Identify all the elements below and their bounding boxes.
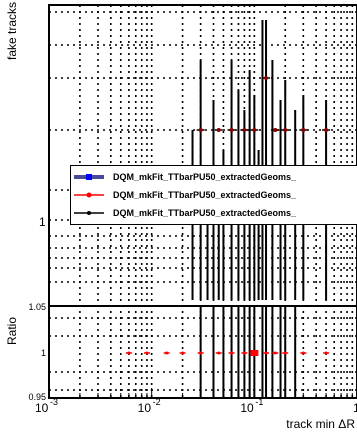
ratio-point [217,351,221,355]
y-tick-label: 1 [41,348,46,358]
legend-label: DQM_mkFit_TTbarPU50_extractedGeoms_ [113,190,297,200]
bottom-y-axis-label: Ratio [5,316,19,345]
ratio-point [301,351,305,355]
ratio-point [324,351,328,355]
y-tick-label: 1.05 [28,302,46,312]
ratio-point [127,351,131,355]
x-tick-exponent: -3 [50,397,58,407]
legend-swatch-red [71,188,107,202]
data-point [301,128,306,132]
ratio-point [273,351,277,355]
x-tick-exponent: -1 [255,397,263,407]
top-panel-frame [48,4,357,307]
x-tick-label: 10 [35,401,49,415]
data-point [324,128,329,132]
ratio-point [145,351,149,355]
ratio-point [230,351,234,355]
legend-swatch-blue [71,170,107,184]
bottom-panel-frame [48,305,357,399]
ratio-point-highlight [250,350,259,356]
legend-label: DQM_mkFit_TTbarPU50_extractedGeoms_ [113,172,297,182]
data-point [198,128,203,132]
x-tick-exponent: -2 [153,397,161,407]
y-tick-label: 0.95 [28,392,46,402]
ratio-point [264,351,268,355]
y-tick-label: 1 [39,215,46,229]
legend-swatch-black [71,206,107,220]
top-y-axis-label: fake tracks [5,1,19,60]
data-point [242,128,247,132]
x-axis-label: track min ΔR [286,417,355,431]
data-point [216,128,221,132]
legend-entry: DQM_mkFit_TTbarPU50_extractedGeoms_ [71,205,296,221]
legend: DQM_mkFit_TTbarPU50_extractedGeoms_ DQM_… [70,165,357,225]
data-point [283,128,288,132]
legend-label: DQM_mkFit_TTbarPU50_extractedGeoms_ [113,208,297,218]
data-point [252,128,257,132]
ratio-point [242,351,246,355]
legend-entry: DQM_mkFit_TTbarPU50_extractedGeoms_ [71,169,296,185]
ratio-point [199,351,203,355]
ratio-point [283,351,287,355]
ratio-point [165,351,169,355]
data-point [229,128,234,132]
x-tick-label: 1 [353,401,357,415]
data-point [273,128,278,132]
x-tick-label: 10 [240,401,254,415]
x-tick-label: 10 [138,401,152,415]
data-point [264,76,269,80]
legend-entry: DQM_mkFit_TTbarPU50_extractedGeoms_ [71,187,296,203]
ratio-point [181,351,185,355]
